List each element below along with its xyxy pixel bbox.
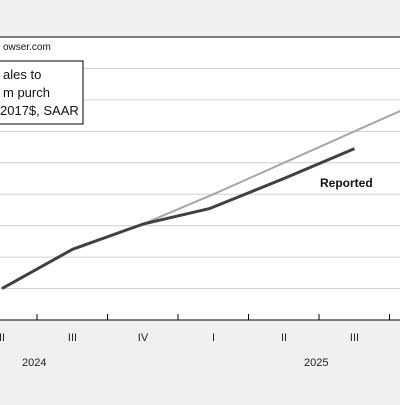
x-tick-label: IV (138, 332, 149, 344)
series-line-reported (1, 147, 356, 290)
watermark-text: owser.com (3, 42, 51, 53)
legend-line-2: m purch (3, 85, 50, 100)
x-tick-label: I (212, 332, 215, 344)
x-tick-label: III (350, 332, 359, 344)
legend-frame (0, 60, 84, 125)
legend-line-1: ales to (3, 67, 41, 82)
series-line-trend (142, 109, 400, 226)
x-tick-label: II (281, 332, 287, 344)
legend-box: ales to m purch 2017$, SAAR (0, 60, 84, 125)
x-tick-label: III (68, 332, 77, 344)
year-label-2025: 2025 (304, 357, 328, 369)
legend-line-3: 2017$, SAAR (0, 103, 79, 118)
x-tick-label: II (0, 332, 5, 344)
series-label-reported: Reported (320, 176, 373, 190)
year-label-2024: 2024 (22, 357, 46, 369)
